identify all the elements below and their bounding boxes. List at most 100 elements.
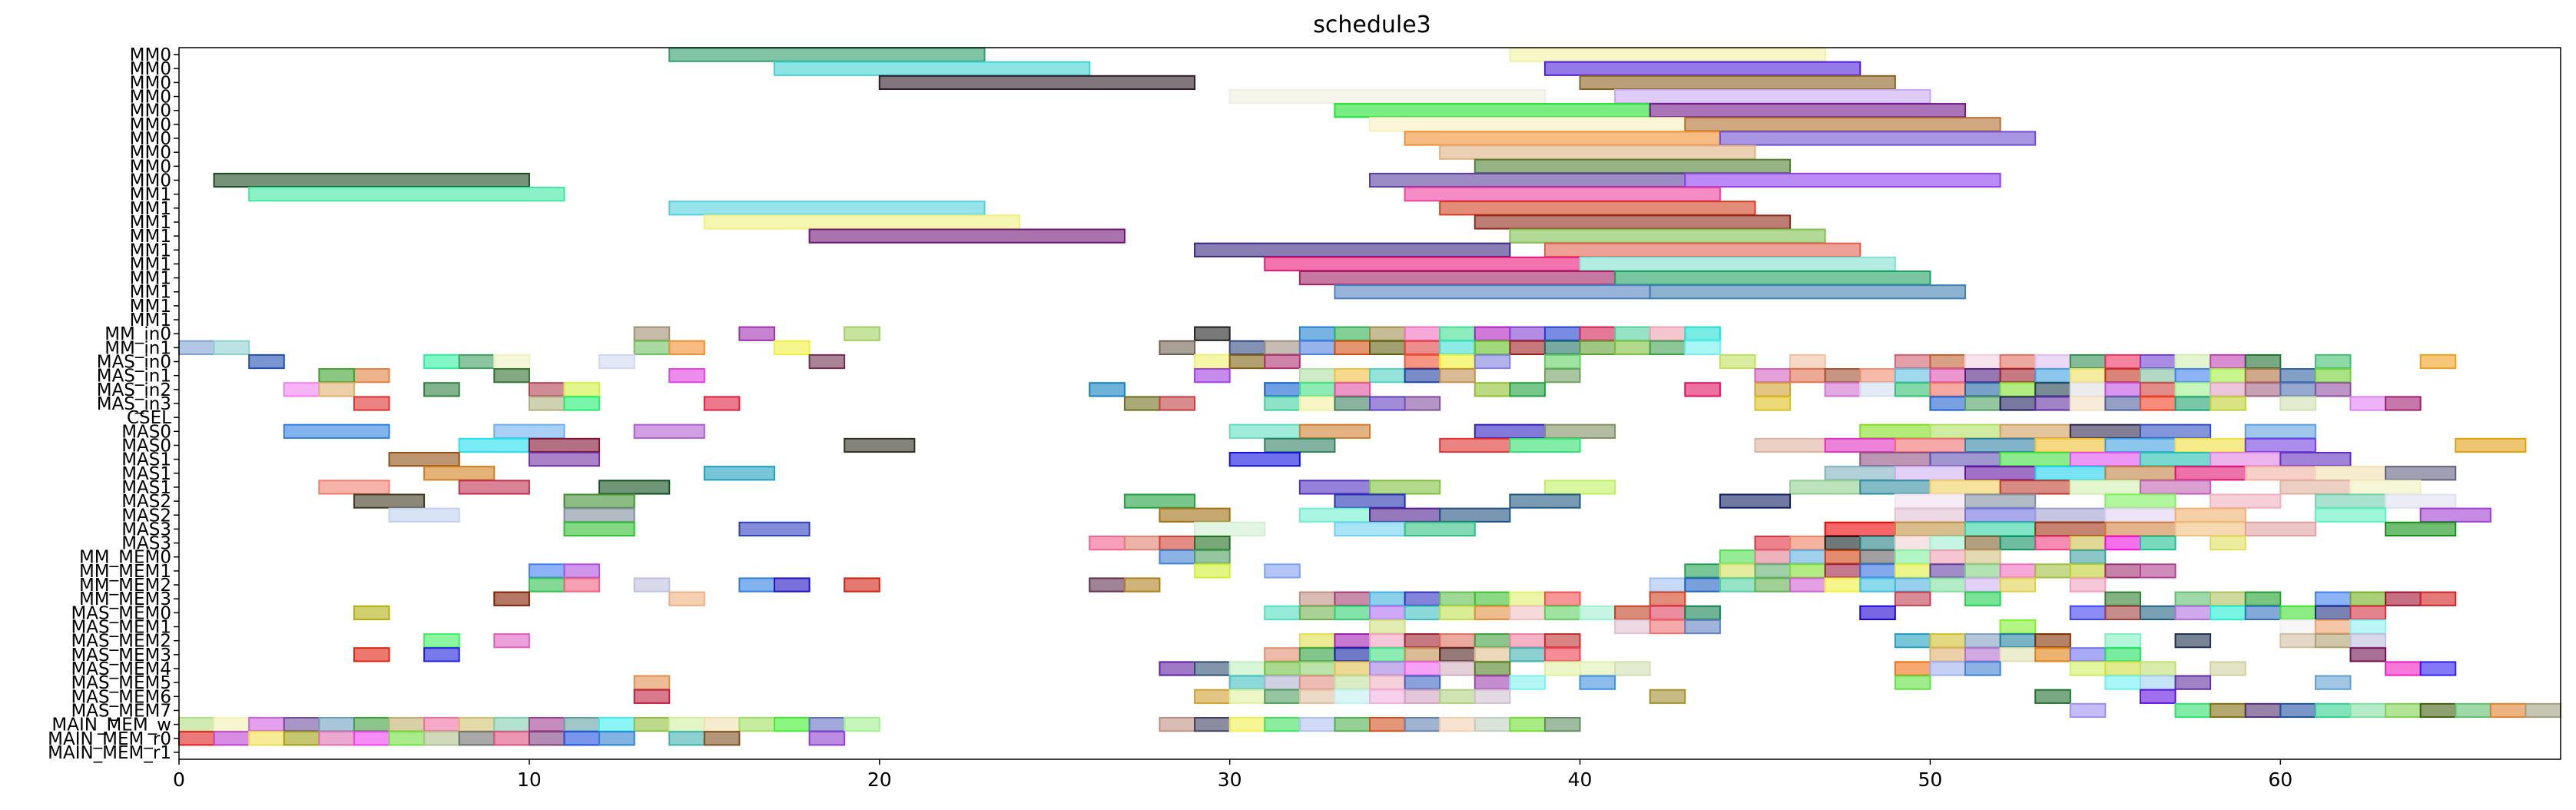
task-bar [668, 368, 705, 383]
task-bar [1614, 605, 1651, 620]
task-bar [1404, 187, 1721, 202]
task-bar [2210, 591, 2246, 606]
task-bar [2069, 382, 2107, 397]
task-bar [1859, 563, 1896, 579]
task-bar [1824, 563, 1862, 579]
task-bar [2174, 633, 2212, 649]
task-bar [1894, 535, 1931, 551]
task-bar [1404, 521, 1476, 537]
task-bar [1509, 340, 1546, 355]
task-bar [1194, 689, 1231, 704]
task-bar [2349, 396, 2387, 411]
task-bar [1929, 396, 1967, 411]
task-bar [458, 480, 530, 495]
task-bar [1999, 368, 2037, 383]
task-bar [2279, 605, 2316, 620]
y-tick-label: MM1 [130, 269, 171, 289]
task-bar [1369, 647, 1406, 662]
task-bar [283, 382, 320, 397]
y-tick-label: MM_in0 [104, 324, 171, 344]
task-bar [2104, 354, 2141, 370]
task-bar [1929, 633, 1967, 649]
y-tick-label: MM_in1 [104, 338, 171, 358]
task-bar [1964, 507, 2037, 523]
task-bar [318, 716, 355, 732]
task-bar [1439, 437, 1511, 453]
task-bar [1929, 452, 2001, 467]
y-tick-label: MM0 [130, 171, 171, 191]
y-tick-label: MAS_MEM6 [71, 687, 171, 707]
task-bar [2349, 702, 2387, 719]
task-bar [703, 716, 741, 732]
task-bar [1824, 382, 1862, 397]
task-bar [2279, 633, 2316, 649]
task-bar [528, 577, 565, 593]
task-bar [1369, 716, 1406, 732]
y-tick-label: MM0 [130, 129, 171, 149]
task-bar [1754, 396, 1792, 411]
task-bar [1194, 354, 1231, 370]
y-tick-label: MM0 [130, 59, 171, 79]
task-bar [1824, 577, 1862, 593]
x-axis-ticks: 0 10 20 30 40 50 60 [173, 759, 2293, 791]
task-bar [1859, 382, 1896, 397]
task-bar [844, 326, 880, 341]
task-bar [563, 521, 635, 537]
task-bar [1474, 158, 1792, 174]
task-bar [1684, 172, 2001, 188]
task-bar [1439, 591, 1476, 606]
task-bar [1754, 382, 1792, 397]
task-bar [2314, 507, 2387, 523]
task-bar [1649, 103, 1966, 118]
task-bar [1894, 563, 1931, 579]
task-bar [633, 423, 705, 439]
task-bar [2210, 396, 2246, 411]
task-bar [1264, 647, 1301, 662]
y-tick-label: MAS3 [121, 534, 171, 554]
task-bar [1334, 103, 1651, 118]
task-bar [1964, 549, 2001, 565]
y-tick-label: MAS1 [121, 478, 171, 498]
y-tick-label: MM0 [130, 115, 171, 135]
task-bar [2349, 605, 2387, 620]
task-bar [1404, 354, 1441, 370]
task-bar [2139, 396, 2177, 411]
task-bar [2385, 702, 2422, 719]
task-bar [563, 493, 635, 509]
task-bar [1649, 619, 1686, 635]
task-bar [1579, 256, 1896, 272]
task-bar [1649, 577, 1686, 593]
task-bar [283, 423, 390, 439]
task-bar [1509, 647, 1546, 662]
task-bar [1543, 716, 1581, 732]
task-bar [2174, 702, 2212, 719]
task-bar [1894, 661, 1931, 676]
task-bar [1789, 354, 1826, 370]
task-bar [1509, 437, 1581, 453]
task-bar [2279, 619, 2316, 635]
task-bar [2174, 591, 2212, 606]
task-bar [2419, 354, 2457, 370]
task-bar [248, 716, 285, 732]
task-bar [2104, 563, 2141, 579]
task-bar [1369, 689, 1406, 704]
task-bar [1439, 507, 1511, 523]
task-bar [1964, 591, 2001, 606]
task-bar [2174, 507, 2246, 523]
task-bar [1859, 452, 1931, 467]
task-bar [1614, 661, 1651, 676]
task-bar [2314, 493, 2387, 509]
task-bar [2034, 354, 2071, 370]
task-bar [2210, 368, 2246, 383]
task-bar [318, 368, 355, 383]
task-bar [1719, 493, 1792, 509]
task-bar [1964, 563, 2001, 579]
task-bar [493, 731, 530, 746]
task-bar [423, 731, 460, 746]
task-bar [2034, 633, 2071, 649]
task-bar [774, 577, 811, 593]
task-bar [1404, 675, 1441, 690]
task-bar [1089, 535, 1126, 551]
task-bar [2419, 507, 2491, 523]
task-bar [2210, 493, 2282, 509]
